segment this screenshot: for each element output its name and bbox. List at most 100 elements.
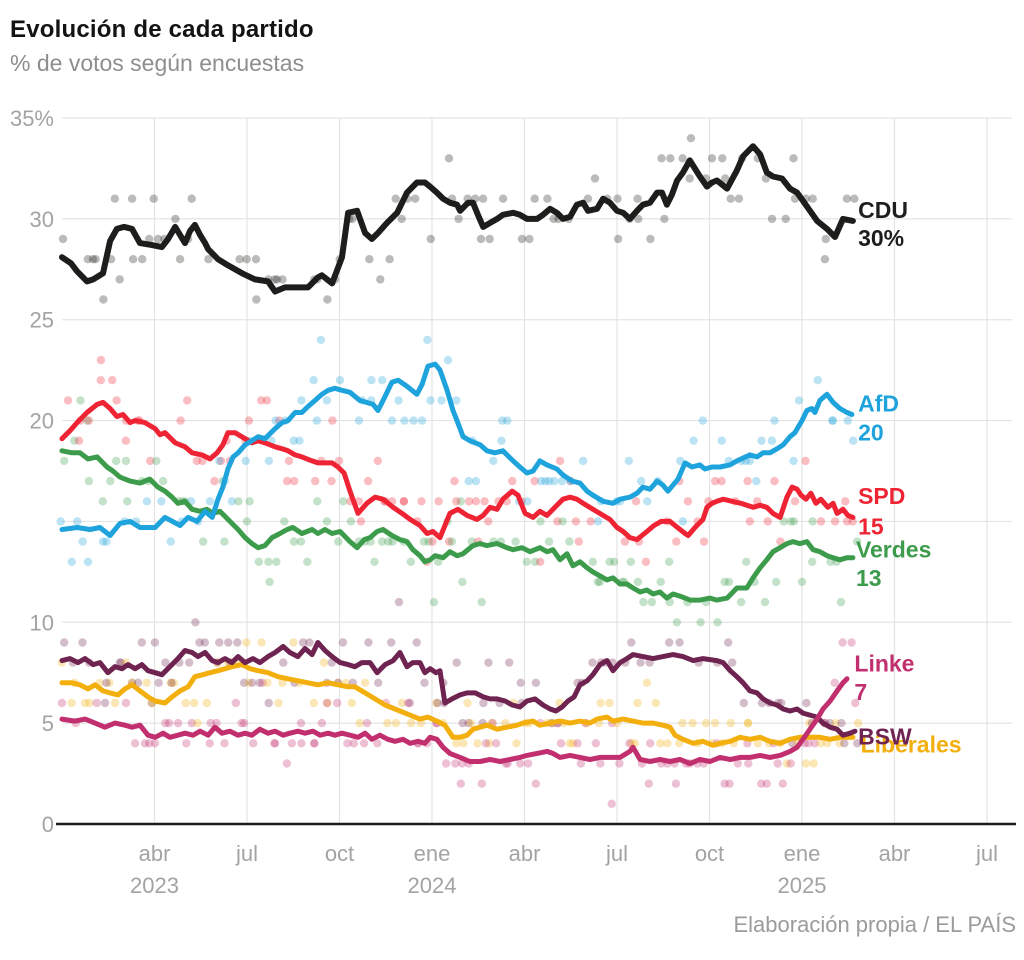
- poll-dot-liberales: [202, 698, 211, 708]
- poll-dot-linke: [310, 739, 319, 748]
- x-tick-label: abr: [879, 841, 911, 866]
- poll-dot-cdu: [426, 234, 435, 244]
- poll-dot-cdu: [842, 194, 852, 203]
- poll-dot-bsw: [531, 678, 541, 687]
- poll-dot-liberales: [473, 739, 482, 748]
- poll-dot-spd: [74, 436, 84, 445]
- poll-dot-bsw: [636, 658, 645, 667]
- poll-dot-linke: [130, 739, 140, 748]
- poll-dot-spd: [63, 396, 73, 405]
- poll-dot-verdes: [672, 618, 682, 627]
- poll-dot-spd: [743, 476, 752, 486]
- poll-dot-cdu: [734, 194, 744, 203]
- poll-dot-linke: [531, 779, 540, 788]
- y-tick-label: 20: [30, 409, 54, 434]
- poll-dot-linke: [491, 739, 501, 748]
- poll-dot-linke: [451, 759, 460, 768]
- poll-dot-spd: [284, 456, 294, 466]
- poll-dot-afd: [498, 416, 507, 425]
- poll-dot-afd: [767, 436, 777, 445]
- poll-dot-cdu: [633, 194, 642, 203]
- poll-dot-bsw: [137, 638, 146, 647]
- poll-dot-verdes: [565, 537, 574, 546]
- poll-dot-cdu: [175, 255, 185, 264]
- poll-dot-afd: [289, 436, 298, 445]
- poll-dot-verdes: [808, 517, 817, 526]
- poll-dot-liberales: [355, 718, 364, 728]
- poll-dot-afd: [157, 497, 166, 506]
- poll-dot-linke: [121, 698, 131, 708]
- poll-dot-liberales: [80, 698, 90, 708]
- poll-dot-cdu: [385, 255, 394, 264]
- poll-dot-linke: [282, 759, 292, 768]
- poll-dot-linke: [270, 739, 279, 748]
- poll-dot-liberales: [485, 739, 494, 748]
- poll-dot-linke: [556, 739, 566, 748]
- poll-dot-afd: [636, 476, 646, 486]
- poll-dot-liberales: [289, 638, 298, 647]
- poll-dot-verdes: [789, 517, 799, 526]
- poll-dot-spd: [417, 497, 426, 506]
- poll-dot-spd: [571, 517, 581, 526]
- poll-dot-verdes: [742, 557, 751, 566]
- poll-dot-linke: [57, 698, 67, 708]
- poll-dot-bsw: [505, 658, 514, 667]
- poll-dot-linke: [373, 739, 382, 748]
- poll-dot-linke: [830, 678, 839, 687]
- poll-dot-bsw: [100, 698, 110, 708]
- poll-dot-cdu: [454, 214, 463, 224]
- poll-dot-spd: [183, 396, 192, 405]
- x-tick-label: oct: [695, 841, 724, 866]
- poll-dot-linke: [516, 759, 525, 768]
- poll-dot-bsw: [150, 638, 160, 647]
- poll-dot-liberales: [193, 718, 202, 728]
- poll-dot-spd: [536, 557, 545, 566]
- poll-dot-linke: [240, 718, 249, 728]
- poll-dot-bsw: [102, 678, 111, 687]
- poll-dot-verdes: [84, 476, 94, 486]
- poll-dot-cdu: [781, 214, 790, 224]
- series-value-label-linke: 7: [854, 679, 867, 705]
- poll-dot-afd: [166, 537, 175, 546]
- poll-dot-afd: [73, 517, 82, 526]
- poll-dot-linke: [173, 718, 183, 728]
- poll-dot-spd: [399, 497, 409, 506]
- poll-dot-linke: [523, 759, 533, 768]
- poll-dot-afd: [757, 436, 766, 445]
- poll-dot-liberales: [466, 718, 476, 728]
- poll-dot-afd: [67, 557, 77, 566]
- poll-dot-afd: [83, 557, 93, 566]
- poll-dot-bsw: [739, 698, 748, 708]
- poll-dot-bsw: [264, 698, 273, 708]
- poll-dot-cdu: [789, 154, 798, 163]
- axis-labels: 35% 30 25 20 10 5 0 abr jul oct ene abr jul oct ene abr…: [10, 106, 998, 898]
- poll-dot-verdes: [220, 537, 229, 546]
- poll-dot-afd: [400, 416, 409, 425]
- poll-dot-afd: [387, 416, 397, 425]
- year-label: 2025: [778, 873, 827, 898]
- poll-dot-liberales: [656, 739, 665, 748]
- poll-dot-linke: [576, 759, 586, 768]
- poll-dot-bsw: [387, 638, 396, 647]
- poll-dot-spd: [328, 416, 337, 425]
- poll-dot-liberales: [633, 698, 642, 708]
- poll-dot-afd: [354, 416, 364, 425]
- poll-dot-afd: [544, 476, 554, 486]
- poll-dot-linke: [140, 739, 150, 748]
- x-tick-label: abr: [139, 841, 171, 866]
- poll-dot-cdu: [204, 255, 213, 264]
- poll-dot-verdes: [346, 517, 356, 526]
- poll-dot-afd: [497, 436, 506, 445]
- poll-dot-liberales: [323, 698, 332, 708]
- poll-dot-cdu: [820, 255, 830, 264]
- poll-dot-verdes: [544, 537, 554, 546]
- poll-dot-bsw: [167, 678, 176, 687]
- poll-dot-spd: [327, 476, 336, 486]
- poll-dot-bsw: [305, 638, 314, 647]
- poll-dot-afd: [394, 396, 403, 405]
- poll-dot-afd: [322, 396, 332, 405]
- poll-dot-afd: [678, 517, 688, 526]
- x-tick-label: jul: [235, 841, 258, 866]
- poll-dot-cdu: [128, 255, 138, 264]
- poll-dot-verdes: [760, 597, 770, 607]
